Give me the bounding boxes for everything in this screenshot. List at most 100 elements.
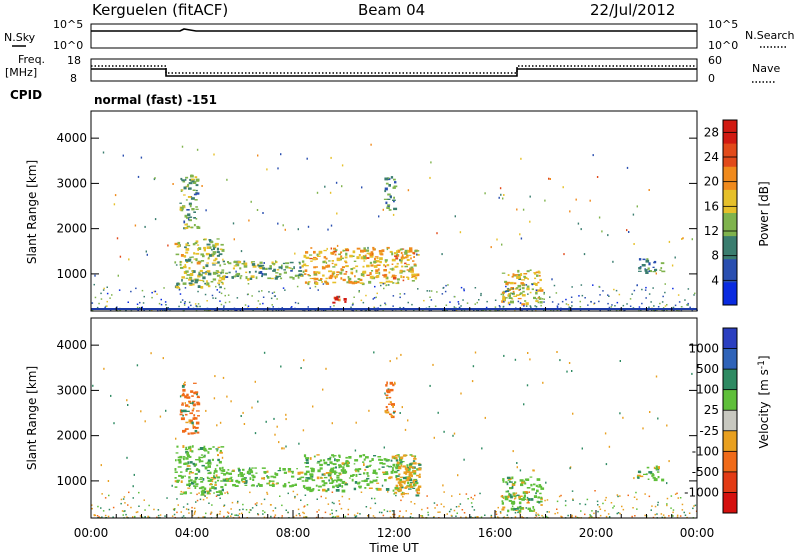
velocity-echo-cell: [191, 395, 194, 397]
power-echo-cell: [209, 246, 212, 249]
velocity-echo-cell: [398, 456, 401, 458]
velocity-echo-cell: [238, 469, 241, 472]
power-sparse-echo: [222, 258, 224, 261]
power-echo-cell: [388, 271, 391, 274]
power-echo-cell: [356, 256, 360, 260]
power-sparse-echo: [154, 177, 156, 180]
velocity-echo-cell: [218, 490, 222, 493]
velocity-echo-cell: [269, 484, 273, 487]
velocity-speckle-cell: [365, 506, 368, 508]
power-echo-cell: [378, 271, 381, 275]
velocity-echo-cell: [504, 497, 509, 501]
velocity-speckle-cell: [172, 508, 175, 510]
power-speckle-cell: [615, 289, 618, 292]
power-echo-cell: [521, 303, 526, 306]
power-echo-cell: [406, 263, 410, 266]
velocity-sparse-echo: [243, 423, 246, 425]
power-speckle-cell: [247, 283, 250, 285]
power-echo-cell: [519, 293, 522, 296]
power-colorbar-swatch: [723, 235, 737, 260]
velocity-speckle-cell: [279, 495, 281, 497]
power-echo-cell: [198, 273, 201, 276]
power-speckle-cell: [127, 301, 129, 303]
velocity-echo-cell: [519, 507, 524, 510]
power-speckle-cell: [376, 292, 378, 295]
power-echo-region-7: [638, 258, 666, 274]
power-echo-cell: [393, 196, 395, 199]
velocity-echo-cell: [388, 396, 392, 399]
velocity-speckle-cell: [227, 512, 230, 514]
velocity-echo-cell: [209, 489, 212, 492]
velocity-speckle-cell: [177, 504, 179, 506]
power-echo-cell: [317, 271, 321, 275]
velocity-echo-cell: [400, 457, 404, 460]
power-echo-cell: [250, 261, 253, 264]
power-speckle-cell: [460, 305, 462, 307]
velocity-echo-cell: [406, 476, 411, 480]
power-speckle-cell: [399, 306, 401, 309]
velocity-echo-cell: [195, 459, 199, 461]
power-echo-cell: [406, 254, 409, 258]
velocity-speckle-cell: [181, 516, 184, 519]
velocity-speckle-cell: [410, 513, 412, 515]
velocity-colorbar-swatch: [723, 389, 737, 411]
velocity-echo-cell: [501, 502, 504, 505]
velocity-sparse-echo: [381, 484, 384, 487]
power-sparse-echo: [114, 194, 117, 197]
velocity-echo-cell: [319, 459, 323, 462]
power-speckle-cell: [565, 303, 568, 305]
velocity-sparse-echo: [126, 399, 128, 402]
power-echo-cell: [510, 300, 514, 304]
power-speckle-cell: [453, 309, 456, 311]
velocity-echo-cell: [410, 482, 412, 486]
velocity-echo-cell: [222, 478, 226, 481]
velocity-echo-cell: [230, 476, 233, 479]
power-echo-cell: [299, 266, 302, 269]
velocity-sparse-echo: [400, 353, 402, 356]
power-echo-cell: [534, 277, 537, 280]
velocity-sparse-echo: [622, 416, 624, 419]
velocity-speckle-cell: [394, 513, 396, 516]
power-echo-cell: [206, 243, 211, 246]
power-speckle-cell: [178, 289, 181, 291]
power-echo-cell: [258, 265, 262, 267]
power-echo-cell: [211, 262, 215, 264]
power-echo-cell: [190, 261, 193, 264]
power-sparse-echo: [399, 259, 401, 261]
velocity-echo-cell: [200, 490, 204, 493]
power-echo-cell: [374, 256, 379, 258]
power-sparse-echo: [280, 153, 282, 156]
power-speckle-cell: [143, 295, 145, 298]
velocity-speckle-cell: [294, 497, 296, 499]
power-sparse-echo: [496, 238, 498, 241]
power-speckle-cell: [236, 297, 239, 299]
power-echo-cell: [259, 261, 263, 264]
power-echo-cell: [399, 270, 402, 273]
velocity-echo-cell: [414, 483, 417, 486]
velocity-echo-cell: [365, 456, 369, 459]
power-echo-cell: [219, 264, 222, 267]
velocity-speckle-cell: [402, 515, 404, 518]
power-echo-cell: [507, 301, 510, 305]
power-echo-cell: [212, 251, 217, 254]
power-speckle-cell: [353, 296, 355, 298]
velocity-echo-cell: [316, 476, 320, 480]
power-echo-cell: [369, 272, 372, 275]
power-echo-cell: [380, 253, 384, 256]
velocity-echo-cell: [389, 381, 393, 385]
velocity-echo-cell: [195, 469, 200, 471]
power-echo-cell: [375, 272, 379, 274]
velocity-echo-cell: [512, 502, 515, 505]
velocity-echo-cell: [189, 448, 192, 452]
power-echo-cell: [303, 263, 307, 267]
velocity-speckle-cell: [300, 499, 302, 501]
power-speckle-cell: [352, 302, 354, 305]
velocity-speckle-cell: [248, 511, 251, 514]
velocity-speckle-cell: [96, 515, 99, 517]
power-echo-cell: [314, 277, 319, 281]
power-speckle-cell: [584, 297, 586, 299]
time-xtick-label: 12:00: [377, 526, 412, 540]
velocity-echo-cell: [387, 459, 390, 462]
velocity-echo-cell: [335, 471, 338, 474]
power-speckle-cell: [180, 301, 182, 303]
